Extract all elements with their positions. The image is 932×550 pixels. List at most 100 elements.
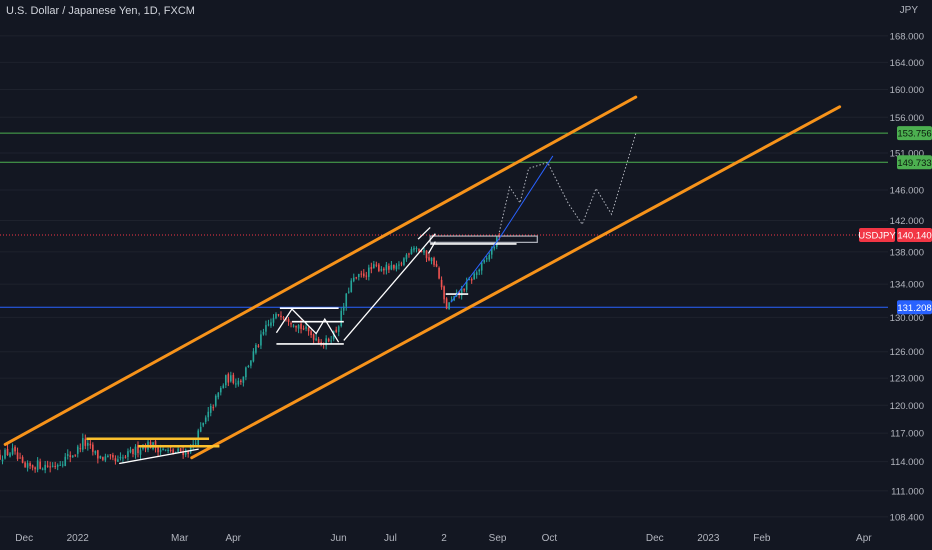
- candle-body: [438, 267, 440, 279]
- candle-body: [370, 266, 373, 270]
- channel-upper-line: [3, 95, 638, 446]
- candle-body: [192, 444, 195, 446]
- candle-body: [265, 325, 267, 332]
- candle-body: [219, 388, 222, 393]
- candle-body: [84, 438, 87, 446]
- price-label: 140.140: [897, 230, 931, 241]
- trend-line: [275, 307, 340, 343]
- candle-body: [129, 449, 132, 453]
- x-tick-label: 2023: [697, 533, 720, 544]
- candle-body: [134, 446, 137, 456]
- consolidation-box: [429, 235, 538, 243]
- candle-body: [302, 328, 305, 330]
- candle-body: [124, 456, 127, 458]
- candle-body: [347, 291, 350, 293]
- candle-body: [94, 451, 97, 454]
- candle-body: [317, 338, 320, 344]
- candle-body: [352, 277, 355, 282]
- price-label: 131.208: [897, 303, 931, 314]
- candle-body: [373, 264, 375, 269]
- candle-body: [31, 465, 34, 468]
- candle-body: [478, 269, 481, 272]
- candle-body: [132, 448, 134, 455]
- candle-body: [207, 411, 210, 418]
- x-tick-label: Apr: [225, 533, 241, 544]
- x-tick-label: Dec: [15, 533, 33, 544]
- candle-body: [435, 264, 438, 267]
- y-tick-label: 138.000: [890, 247, 924, 258]
- candle-body: [388, 266, 390, 270]
- candle-body: [56, 464, 59, 467]
- x-tick-label: Apr: [856, 533, 872, 544]
- candle-body: [21, 457, 24, 463]
- candle-body: [87, 442, 89, 446]
- candle-body: [59, 464, 62, 466]
- price-unit-label: JPY: [899, 5, 918, 16]
- candle-body: [232, 374, 235, 383]
- candle-body: [275, 313, 277, 319]
- candle-body: [393, 264, 395, 269]
- candle-body: [16, 452, 19, 460]
- candle-body: [34, 467, 36, 470]
- candle-body: [174, 451, 177, 453]
- candle-body: [340, 310, 343, 327]
- x-tick-label: Jul: [384, 533, 397, 544]
- y-tick-label: 151.000: [890, 149, 924, 160]
- candle-body: [485, 258, 488, 260]
- y-tick-label: 156.000: [890, 113, 924, 124]
- candle-body: [267, 324, 270, 326]
- candle-body: [66, 454, 69, 456]
- candle-body: [9, 453, 11, 457]
- candle-body: [310, 331, 312, 336]
- candle-body: [270, 322, 272, 326]
- candle-body: [375, 264, 378, 266]
- candle-body: [337, 326, 340, 332]
- y-tick-label: 142.000: [890, 216, 924, 227]
- x-tick-label: Feb: [753, 533, 771, 544]
- candle-body: [11, 448, 14, 455]
- price-label: 149.733: [897, 158, 931, 169]
- candle-body: [330, 340, 332, 342]
- candle-body: [29, 463, 31, 466]
- candle-body: [61, 464, 64, 466]
- candle-body: [97, 450, 99, 459]
- candle-body: [315, 338, 317, 341]
- candle-body: [282, 317, 285, 319]
- candle-body: [227, 374, 230, 383]
- candle-body: [164, 449, 167, 451]
- channel-lower-line: [190, 105, 842, 460]
- candle-body: [410, 248, 413, 255]
- candle-body: [224, 375, 227, 386]
- candle-body: [385, 264, 388, 271]
- candle-body: [199, 426, 202, 432]
- candle-body: [157, 446, 159, 453]
- candle-body: [159, 449, 162, 453]
- trend-line: [119, 448, 199, 465]
- candle-body: [262, 331, 265, 335]
- candle-body: [252, 351, 255, 362]
- candle-body: [122, 457, 124, 459]
- price-label-box: [897, 227, 932, 242]
- candle-body: [403, 258, 405, 265]
- candle-body: [423, 250, 425, 253]
- candle-body: [212, 407, 215, 409]
- candle-body: [109, 454, 112, 456]
- candle-body: [292, 325, 295, 327]
- candle-body: [217, 392, 220, 398]
- y-tick-label: 120.000: [890, 401, 924, 412]
- candle-body: [400, 263, 403, 265]
- candle-body: [460, 288, 463, 296]
- y-tick-label: 123.000: [890, 374, 924, 385]
- candle-body: [102, 457, 104, 460]
- candle-body: [335, 329, 338, 332]
- candle-body: [443, 286, 445, 300]
- candle-body: [240, 380, 242, 383]
- candle-body: [378, 264, 380, 271]
- candle-body: [433, 257, 435, 265]
- candle-body: [475, 272, 478, 275]
- price-label-box: [897, 126, 932, 141]
- x-tick-label: Mar: [171, 533, 189, 544]
- candle-body: [1, 459, 4, 462]
